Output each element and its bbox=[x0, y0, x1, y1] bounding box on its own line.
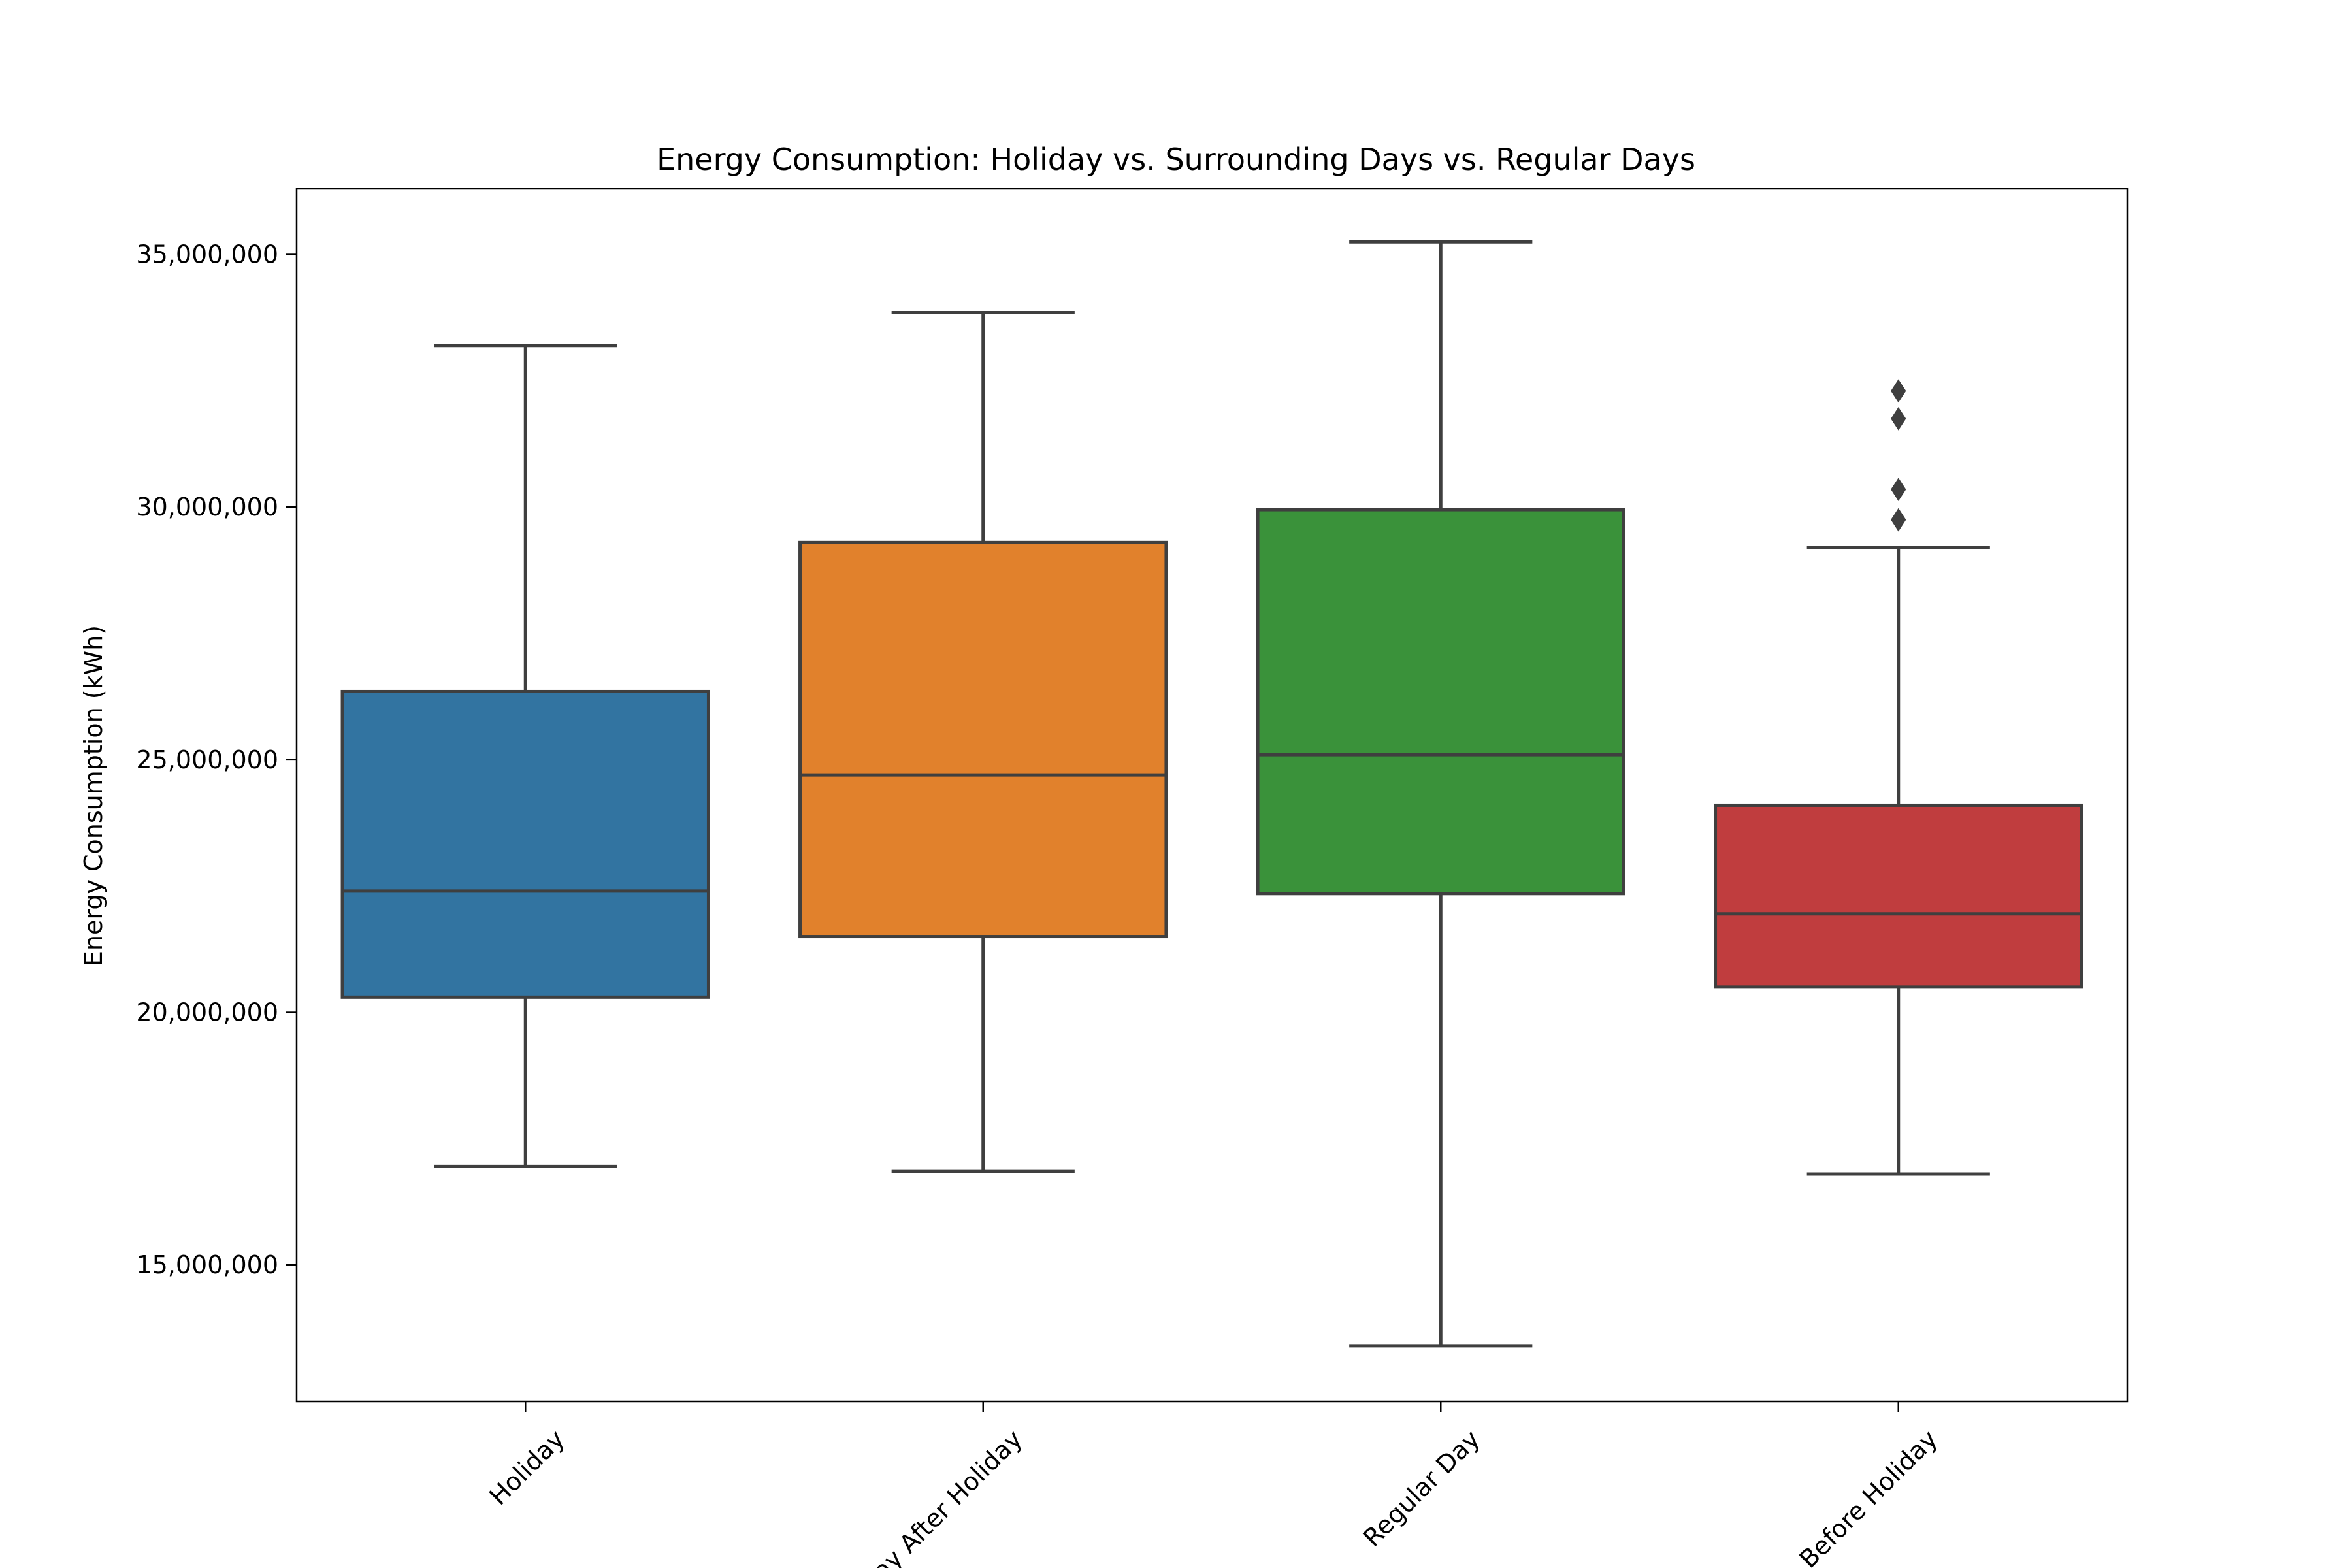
box-group-holiday bbox=[340, 344, 710, 1168]
y-axis-label: Energy Consumption (kWh) bbox=[79, 625, 108, 966]
box-group-regular-day bbox=[1256, 240, 1625, 1348]
y-tick-label: 25,000,000 bbox=[136, 745, 278, 774]
box-group-before-holiday bbox=[1714, 379, 2083, 1176]
y-tick-label: 30,000,000 bbox=[136, 493, 278, 521]
iqr-box bbox=[1256, 508, 1625, 896]
y-tick-label: 20,000,000 bbox=[136, 998, 278, 1027]
outlier-point bbox=[1891, 379, 1906, 403]
box-group-day-after-holiday bbox=[798, 310, 1168, 1173]
iqr-box bbox=[1714, 803, 2083, 989]
y-tick-label: 35,000,000 bbox=[136, 240, 278, 269]
plot-area-frame bbox=[295, 188, 2129, 1403]
y-tick-label: 15,000,000 bbox=[136, 1250, 278, 1279]
iqr-box bbox=[340, 689, 710, 999]
outlier-point bbox=[1891, 478, 1906, 502]
iqr-box bbox=[798, 540, 1168, 939]
outlier-point bbox=[1891, 406, 1906, 431]
chart-title: Energy Consumption: Holiday vs. Surround… bbox=[657, 142, 1695, 177]
outlier-point bbox=[1891, 508, 1906, 532]
